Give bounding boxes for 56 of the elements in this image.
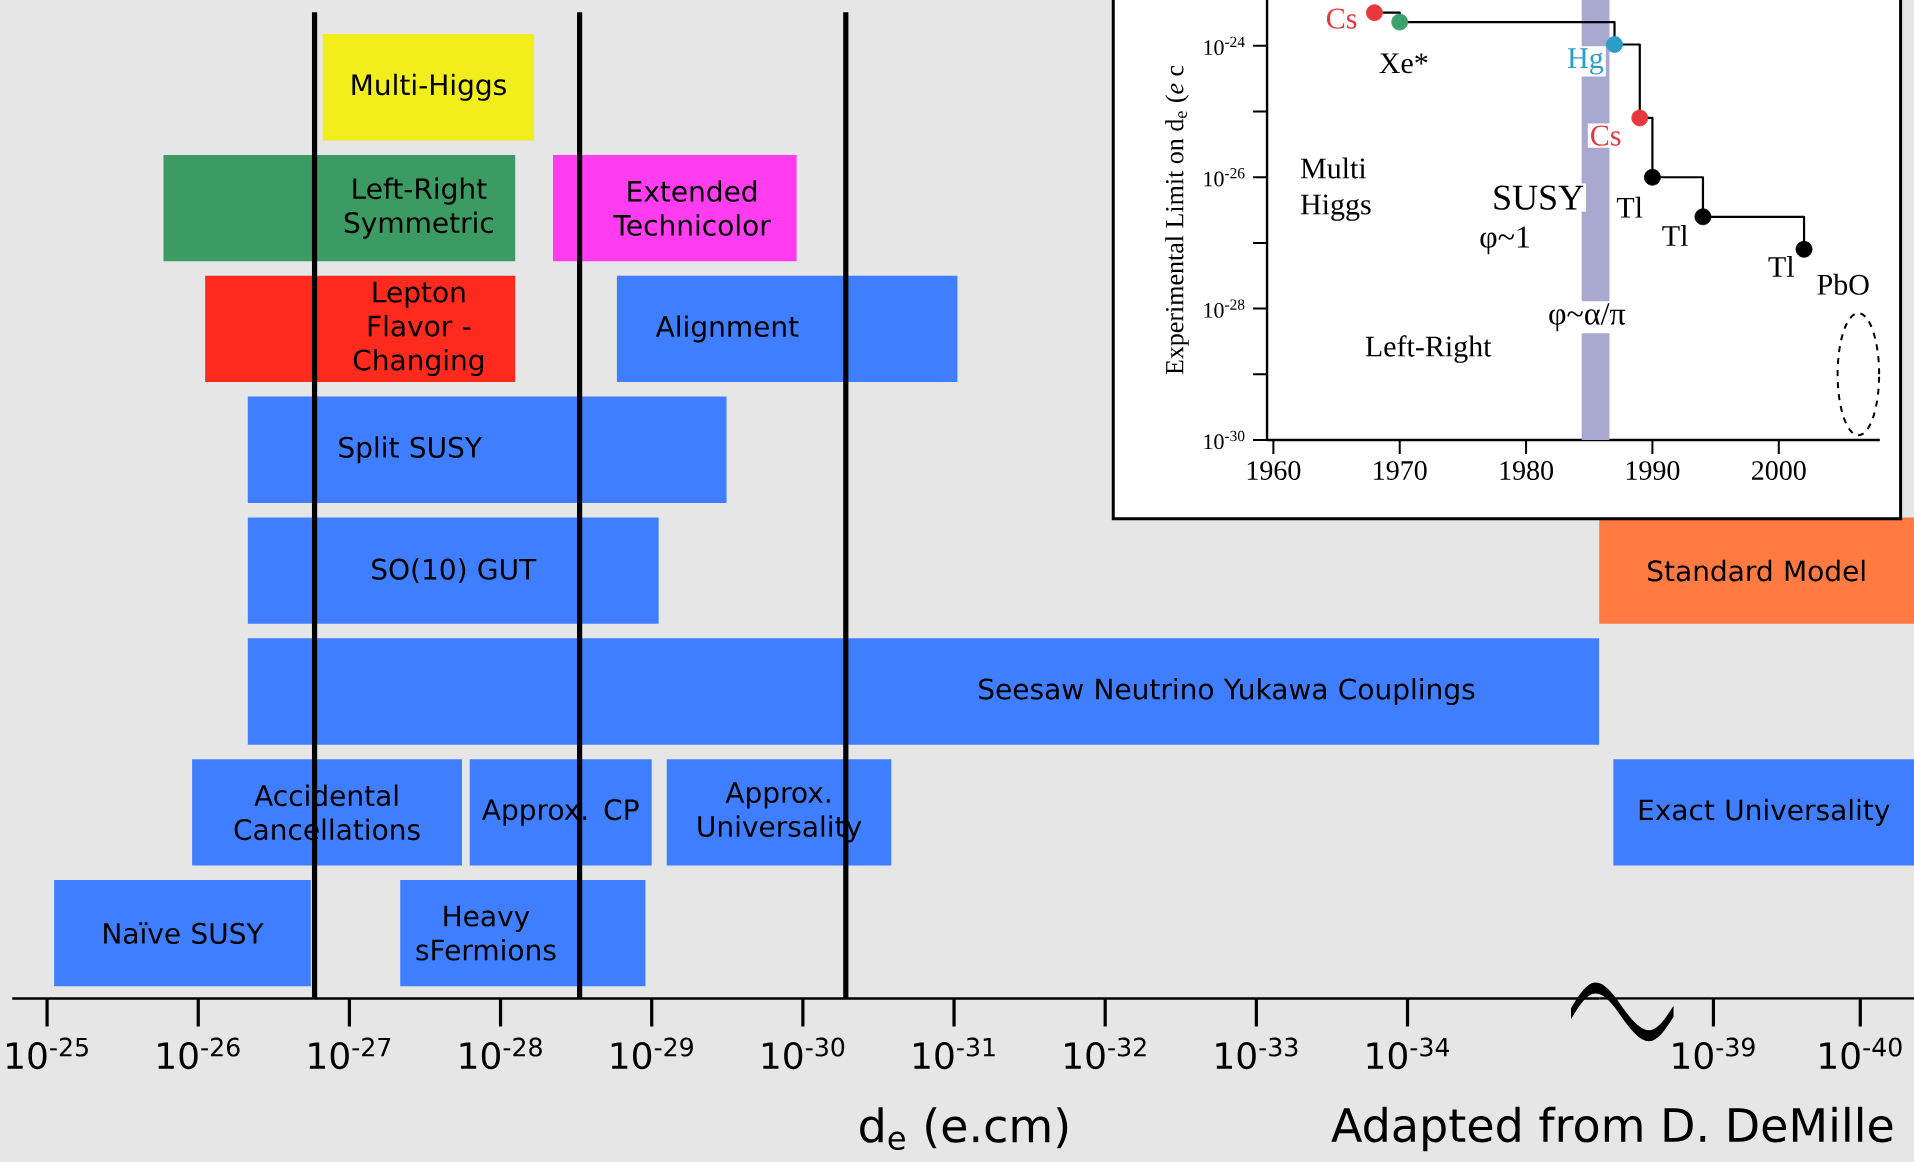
annotation: Cs bbox=[1591, 125, 1621, 146]
annotation: Left-Right bbox=[1365, 335, 1492, 363]
x-tick-label: 10$^{-31}$ bbox=[914, 1037, 995, 1070]
series-label: Alignment bbox=[655, 315, 799, 343]
y-tick-label: 10$^{-28}$ bbox=[1204, 299, 1245, 318]
x-tick-label: 1980 bbox=[1500, 461, 1553, 480]
x-axis-title: d$_{e}$ (e.cm) bbox=[860, 1107, 1068, 1151]
series-label: Left-Right Symmetric bbox=[344, 177, 494, 239]
x-tick-label: 10$^{-29}$ bbox=[611, 1037, 693, 1070]
x-tick-label: 10$^{-34}$ bbox=[1367, 1037, 1450, 1070]
x-tick-label: 10$^{-40}$ bbox=[1820, 1037, 1902, 1070]
x-tick-label: 2000 bbox=[1751, 461, 1806, 480]
annotation: Tl bbox=[1616, 196, 1643, 218]
annotation: Multi Higgs bbox=[1300, 157, 1371, 221]
annotation: φ~1 bbox=[1480, 226, 1530, 255]
y-tick-label: 10$^{-24}$ bbox=[1204, 36, 1245, 56]
series-label: Naïve SUSY bbox=[104, 922, 264, 945]
series-label: Split SUSY bbox=[339, 436, 483, 464]
series-label: Heavy sFermions bbox=[416, 905, 556, 961]
x-tick-label: 1990 bbox=[1626, 461, 1680, 480]
x-tick-label: 10$^{-39}$ bbox=[1673, 1037, 1755, 1070]
annotation: SUSY bbox=[1494, 185, 1584, 210]
point bbox=[1795, 240, 1813, 258]
x-tick-label: 10$^{-33}$ bbox=[1216, 1037, 1298, 1070]
series-label: SO(10) GUT bbox=[372, 558, 537, 584]
x-tick-label: 10$^{-27}$ bbox=[309, 1037, 391, 1070]
series-label: Lepton Flavor - Changing bbox=[353, 281, 484, 377]
point bbox=[1631, 109, 1649, 127]
series-label: Extended Technicolor bbox=[613, 180, 771, 236]
point bbox=[1606, 36, 1623, 53]
x-tick-label: 10$^{-32}$ bbox=[1065, 1037, 1146, 1070]
x-tick-label: 10$^{-28}$ bbox=[460, 1037, 542, 1070]
point bbox=[1391, 13, 1409, 31]
annotation: Hg bbox=[1568, 48, 1604, 75]
y-axis-title: Experimental Limit on d$_{e}$ (e c bbox=[1165, 65, 1189, 375]
y-tick-label: 10$^{-30}$ bbox=[1204, 430, 1245, 450]
x-tick-label: 1970 bbox=[1374, 461, 1427, 480]
series-label: Standard Model bbox=[1648, 559, 1865, 582]
x-tick-label: 10$^{-30}$ bbox=[762, 1037, 845, 1070]
y-tick-label: 10$^{-26}$ bbox=[1204, 168, 1245, 187]
x-tick-label: 10$^{-26}$ bbox=[158, 1037, 240, 1070]
series-label: Seesaw Neutrino Yukawa Couplings bbox=[979, 677, 1475, 706]
x-tick-label: 10$^{-25}$ bbox=[7, 1037, 88, 1070]
text: Adapted from D. DeMille bbox=[1331, 1106, 1893, 1152]
annotation: Xe* bbox=[1379, 53, 1428, 74]
series-label: Multi-Higgs bbox=[352, 73, 506, 101]
annotation: Tl bbox=[1768, 255, 1795, 277]
point bbox=[1694, 208, 1712, 226]
series-label: Exact Universality bbox=[1639, 798, 1890, 826]
point bbox=[1366, 4, 1383, 22]
annotation: Tl bbox=[1662, 225, 1688, 246]
point bbox=[1644, 168, 1661, 186]
x-tick-label: 1960 bbox=[1247, 461, 1301, 480]
annotation: PbO bbox=[1817, 273, 1869, 295]
annotation: φ~α/π bbox=[1549, 303, 1626, 332]
annotation: Cs bbox=[1326, 8, 1357, 29]
